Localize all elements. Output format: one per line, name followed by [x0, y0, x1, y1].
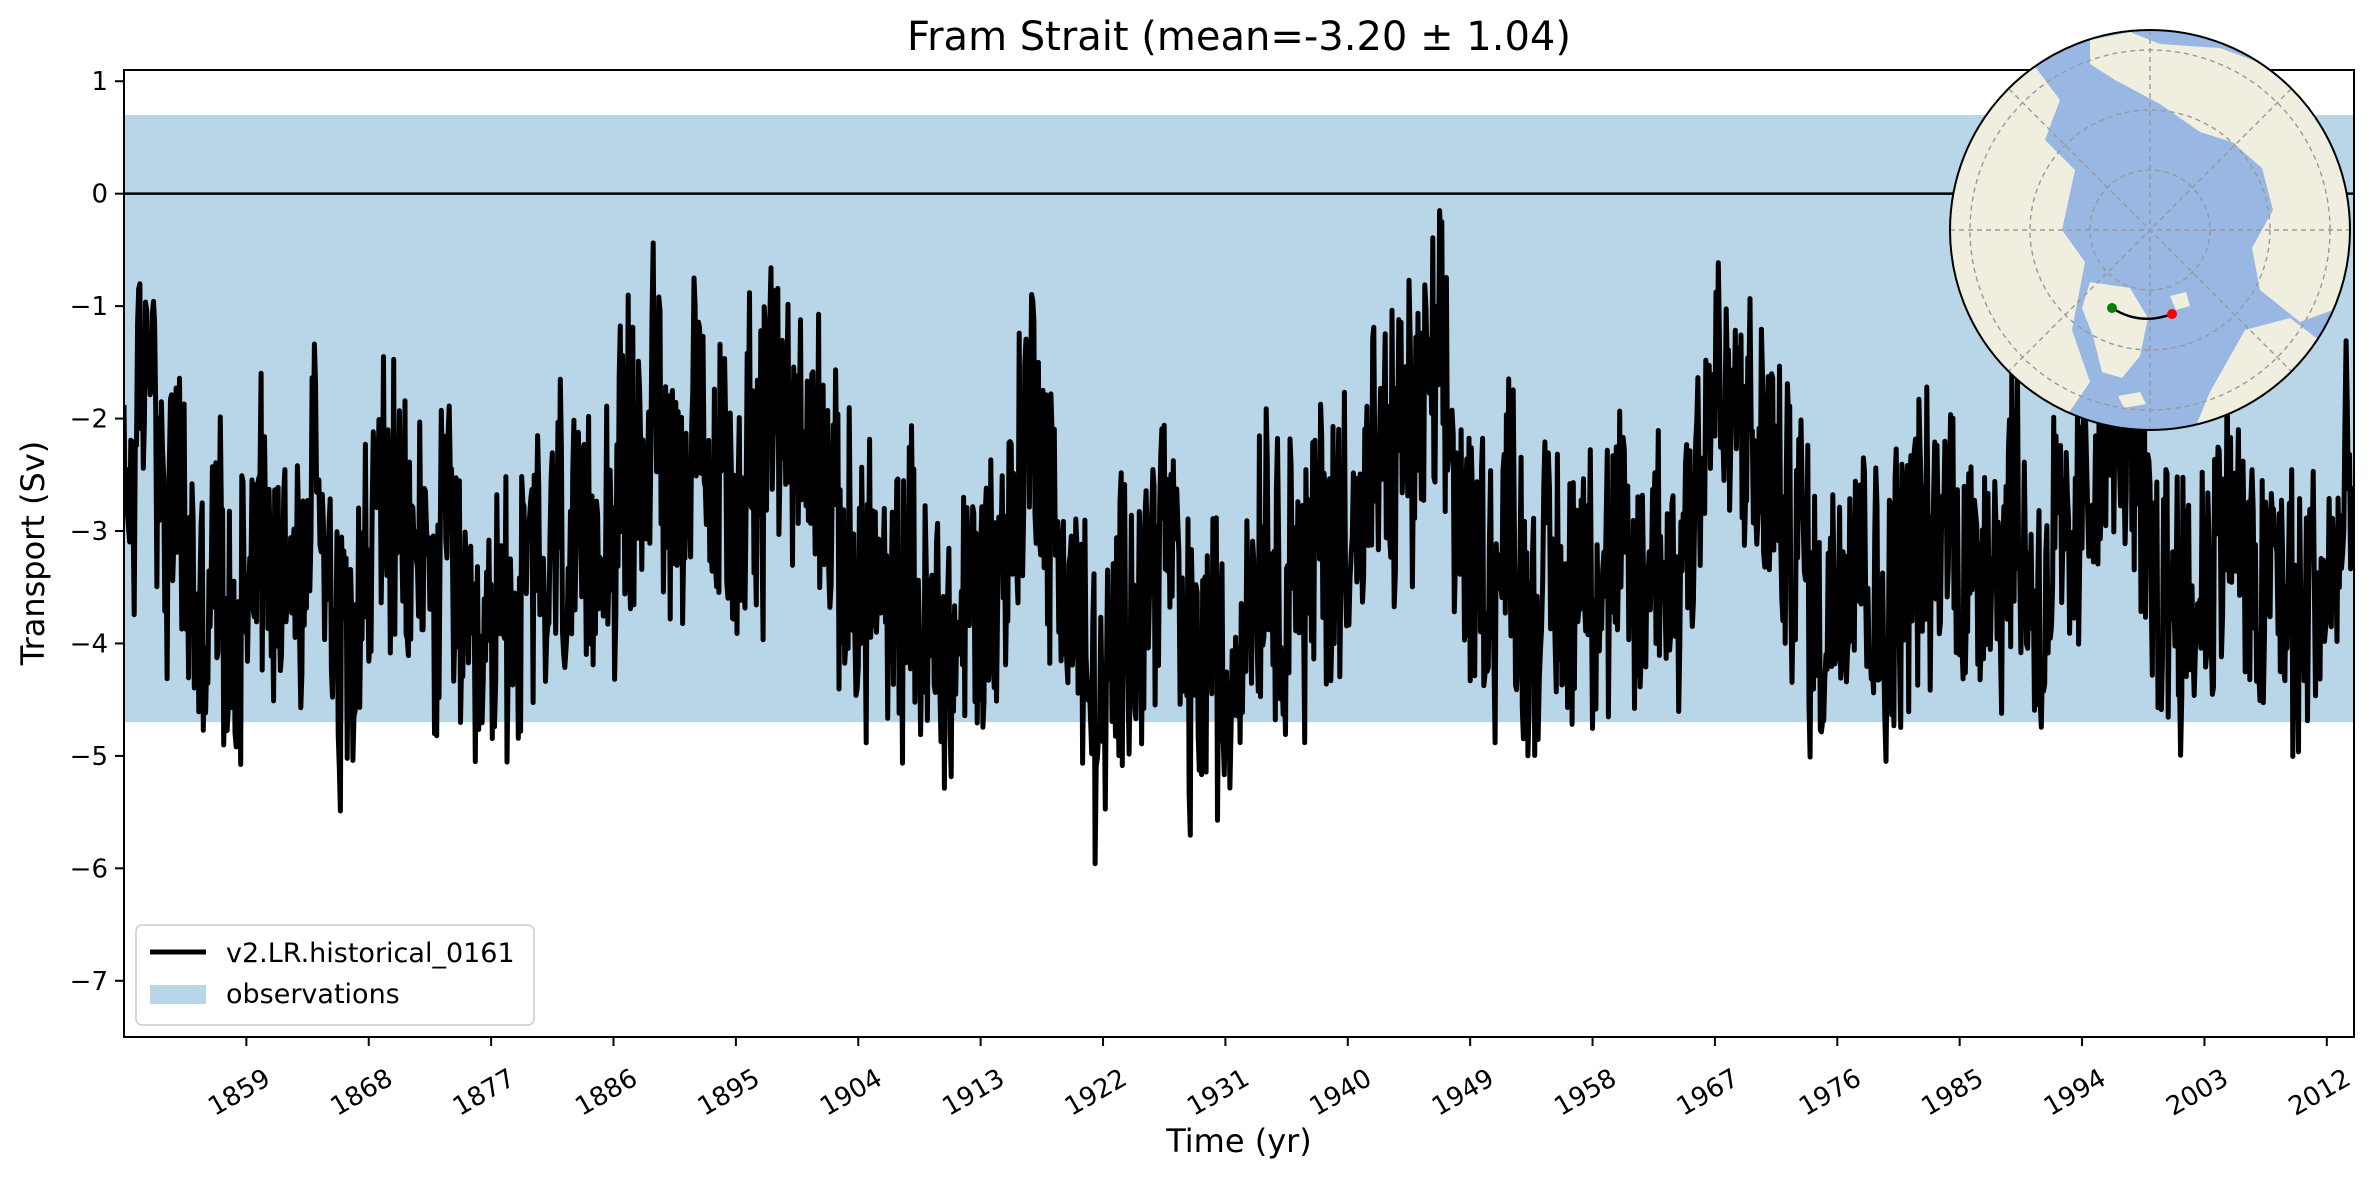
legend-swatch-observations	[150, 985, 206, 1004]
map-land-eurasia	[2090, 32, 2350, 322]
legend-label-series: v2.LR.historical_0161	[226, 938, 515, 969]
y-tick-label: −1	[70, 292, 108, 322]
chart-title: Fram Strait (mean=-3.20 ± 1.04)	[907, 14, 1571, 60]
legend: v2.LR.historical_0161 observations	[135, 924, 535, 1026]
plot-frame	[123, 69, 2355, 1038]
y-tick-label: −2	[70, 405, 108, 435]
y-tick-label: −4	[70, 629, 108, 659]
map-border	[1949, 29, 2351, 431]
map-land-canadian-archipelago	[1985, 200, 2043, 242]
legend-box	[135, 924, 535, 1026]
map-land-greenland	[2082, 282, 2148, 378]
y-axis: 1 0 −1 −2 −3 −4 −5 −6 −7	[70, 67, 124, 997]
y-axis-label: Transport (Sv)	[14, 441, 52, 667]
map-section-start-marker	[2107, 303, 2117, 313]
map-section-end-marker	[2167, 309, 2177, 319]
x-axis-label: Time (yr)	[1165, 1122, 1312, 1160]
y-tick-label: 1	[91, 67, 108, 97]
series-line	[124, 208, 2354, 867]
legend-label-observations: observations	[226, 979, 400, 1010]
map-section-line	[2111, 306, 2173, 320]
inset-map	[1949, 29, 2351, 431]
map-graticule	[1950, 30, 2350, 430]
y-tick-label: 0	[91, 180, 108, 210]
y-tick-label: −5	[70, 742, 108, 772]
map-land-svalbard	[2170, 292, 2190, 310]
y-tick-label: −7	[70, 967, 108, 997]
y-tick-label: −3	[70, 517, 108, 547]
map-land-iceland	[2118, 392, 2146, 408]
y-tick-label: −6	[70, 854, 108, 884]
